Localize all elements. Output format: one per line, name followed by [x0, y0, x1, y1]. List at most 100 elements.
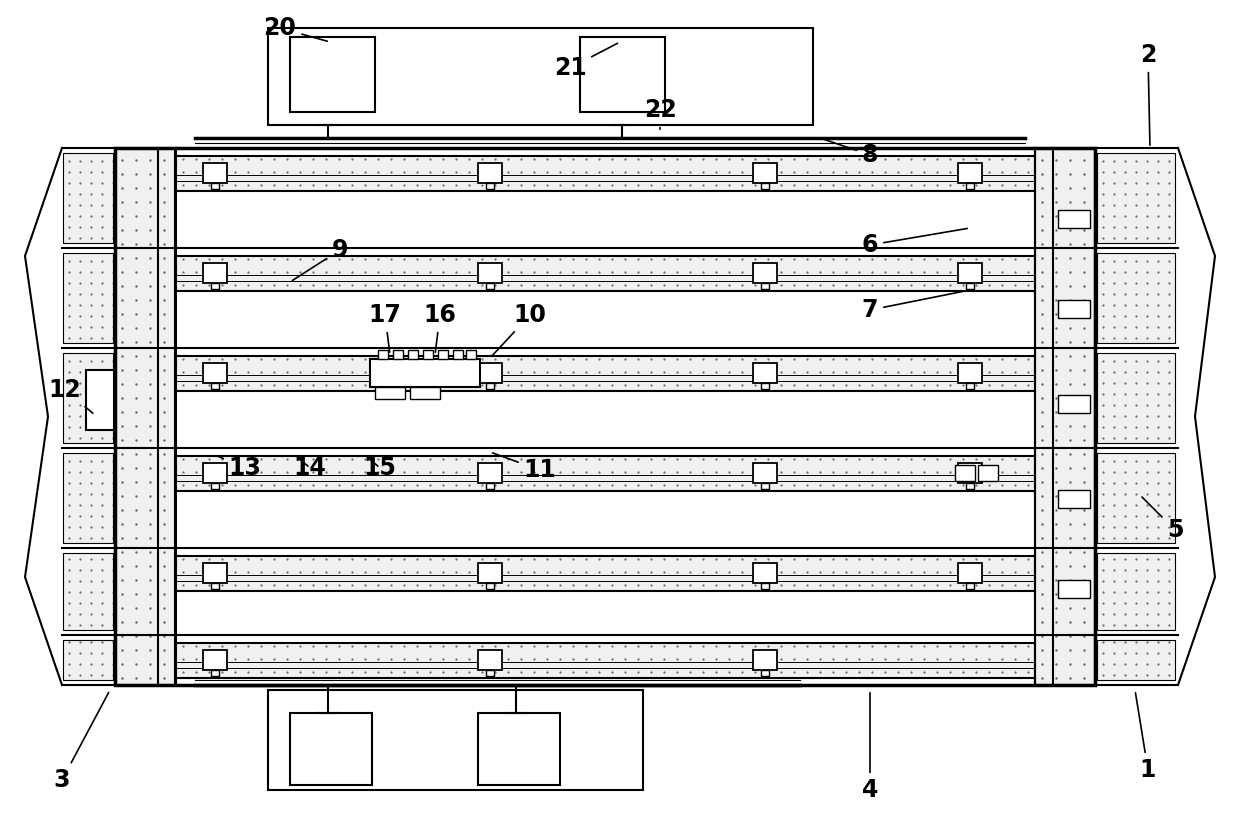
- Bar: [486, 183, 494, 189]
- Bar: [176, 556, 1035, 591]
- Text: 22: 22: [644, 98, 676, 129]
- Bar: [753, 163, 777, 183]
- Text: 17: 17: [368, 303, 402, 353]
- Text: 1: 1: [1136, 693, 1156, 782]
- Bar: [1097, 153, 1176, 243]
- Bar: [1097, 253, 1176, 343]
- Bar: [63, 353, 113, 443]
- Bar: [1058, 580, 1090, 598]
- Bar: [1097, 553, 1176, 630]
- Bar: [176, 356, 1035, 391]
- Bar: [1097, 253, 1176, 343]
- Bar: [486, 283, 494, 289]
- Text: 7: 7: [862, 290, 967, 322]
- Bar: [408, 350, 418, 359]
- Bar: [203, 463, 227, 483]
- Bar: [63, 553, 113, 630]
- Bar: [211, 183, 219, 189]
- Bar: [378, 350, 388, 359]
- Bar: [211, 283, 219, 289]
- Text: 21: 21: [553, 43, 618, 80]
- Bar: [63, 553, 113, 630]
- Bar: [1097, 153, 1176, 243]
- Bar: [955, 465, 975, 481]
- Text: 11: 11: [492, 453, 557, 482]
- Bar: [477, 163, 502, 183]
- Bar: [1058, 490, 1090, 508]
- Text: 20: 20: [264, 16, 327, 41]
- Bar: [1035, 148, 1095, 685]
- Bar: [959, 463, 982, 483]
- Bar: [1097, 453, 1176, 543]
- Bar: [966, 183, 973, 189]
- Text: 15: 15: [363, 456, 397, 480]
- Text: 4: 4: [862, 693, 878, 802]
- Bar: [580, 37, 665, 112]
- Bar: [477, 263, 502, 283]
- Text: 12: 12: [48, 378, 93, 413]
- Bar: [753, 463, 777, 483]
- Bar: [203, 650, 227, 670]
- Bar: [486, 383, 494, 389]
- Bar: [761, 483, 769, 489]
- Bar: [1097, 640, 1176, 680]
- Bar: [203, 563, 227, 583]
- Bar: [115, 148, 1095, 685]
- Bar: [1097, 353, 1176, 443]
- Bar: [374, 387, 405, 399]
- Bar: [176, 156, 1035, 191]
- Bar: [753, 650, 777, 670]
- Bar: [1058, 395, 1090, 413]
- Bar: [453, 350, 463, 359]
- Bar: [211, 670, 219, 676]
- Bar: [486, 483, 494, 489]
- Bar: [268, 690, 644, 790]
- Bar: [761, 183, 769, 189]
- Bar: [959, 363, 982, 383]
- Bar: [477, 650, 502, 670]
- Bar: [211, 483, 219, 489]
- Bar: [1097, 353, 1176, 443]
- Bar: [1035, 148, 1095, 685]
- Bar: [176, 256, 1035, 291]
- Bar: [753, 263, 777, 283]
- Bar: [63, 640, 113, 680]
- Bar: [211, 583, 219, 589]
- Bar: [477, 363, 502, 383]
- Bar: [176, 643, 1035, 678]
- Bar: [115, 148, 175, 685]
- Text: 10: 10: [492, 303, 547, 356]
- Bar: [966, 283, 973, 289]
- Bar: [753, 363, 777, 383]
- Bar: [477, 713, 560, 785]
- Bar: [63, 453, 113, 543]
- Bar: [63, 453, 113, 543]
- Bar: [290, 713, 372, 785]
- Bar: [63, 640, 113, 680]
- Bar: [393, 350, 403, 359]
- Bar: [203, 263, 227, 283]
- Bar: [761, 383, 769, 389]
- Bar: [959, 163, 982, 183]
- Bar: [410, 387, 440, 399]
- Text: 13: 13: [217, 456, 262, 480]
- Bar: [1058, 210, 1090, 228]
- Bar: [477, 563, 502, 583]
- Text: 14: 14: [294, 456, 326, 480]
- Text: 5: 5: [1142, 497, 1183, 542]
- Bar: [466, 350, 476, 359]
- Bar: [761, 283, 769, 289]
- Bar: [959, 263, 982, 283]
- Bar: [63, 253, 113, 343]
- Bar: [176, 456, 1035, 491]
- Bar: [290, 37, 374, 112]
- Bar: [966, 583, 973, 589]
- Bar: [63, 253, 113, 343]
- Bar: [486, 583, 494, 589]
- Bar: [1097, 453, 1176, 543]
- Bar: [959, 563, 982, 583]
- Text: 9: 9: [293, 238, 348, 281]
- Bar: [1058, 300, 1090, 318]
- Bar: [63, 153, 113, 243]
- Bar: [211, 383, 219, 389]
